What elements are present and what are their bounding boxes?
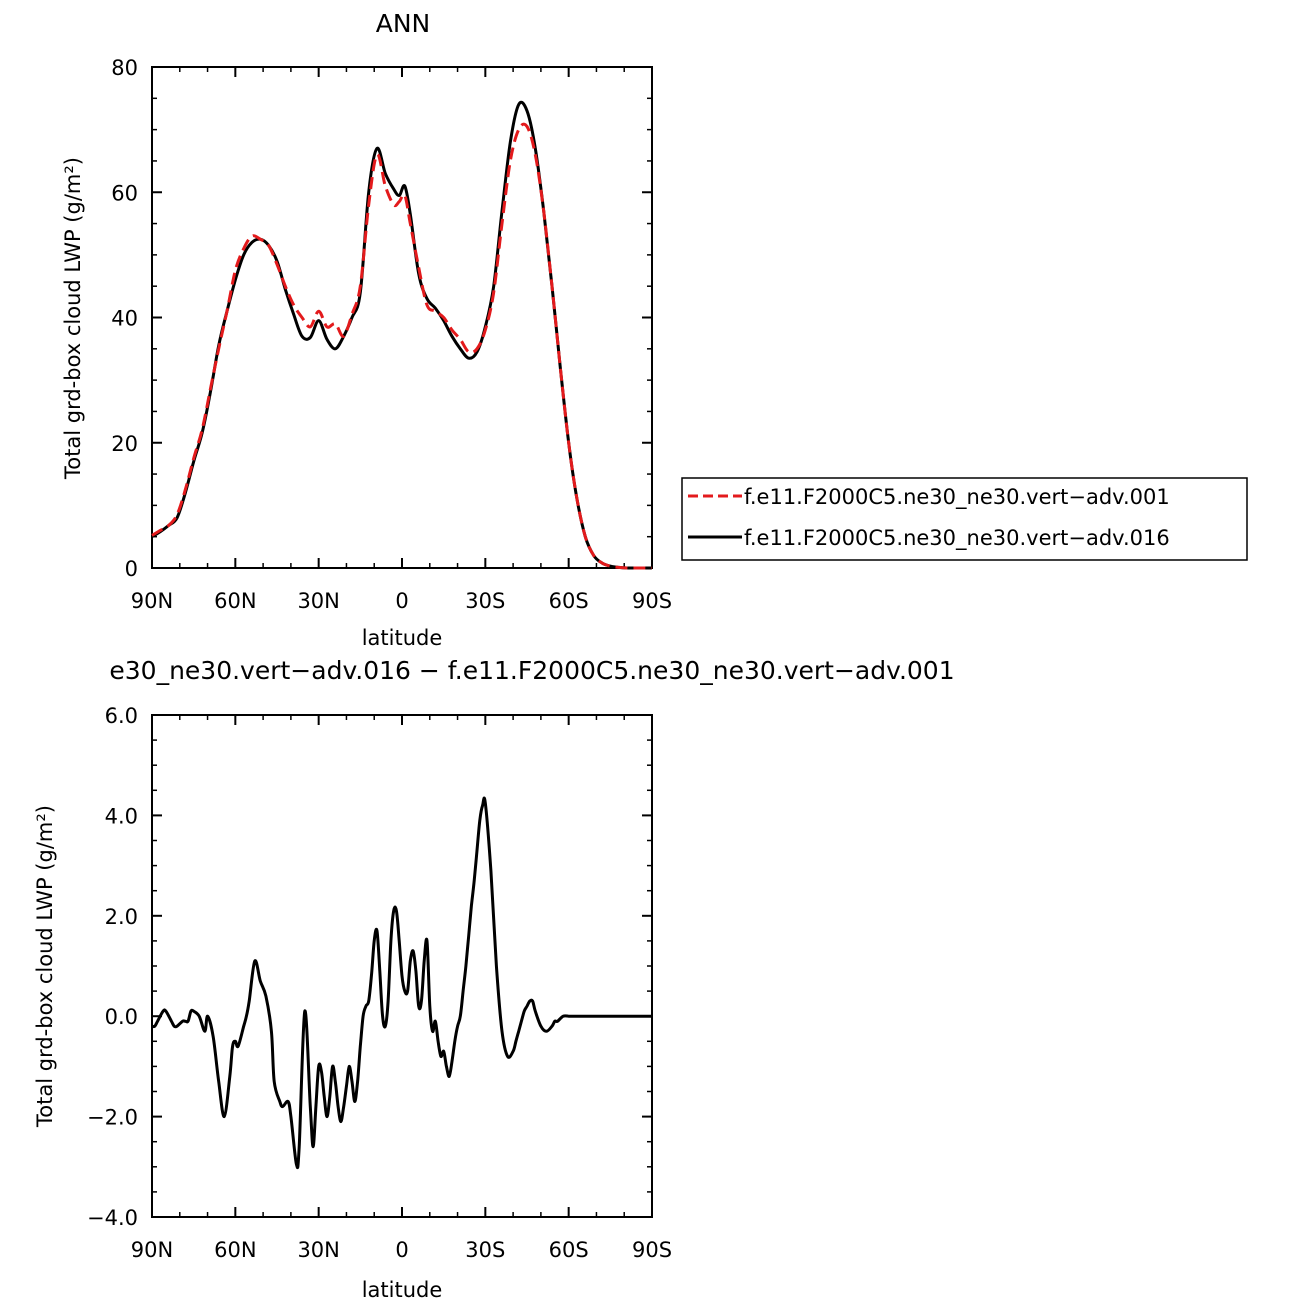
series-line-0	[151, 122, 652, 570]
x-tick-label: 30N	[297, 589, 339, 613]
x-tick-label: 60N	[214, 1238, 256, 1262]
series-lines	[151, 100, 652, 570]
legend-label-001: f.e11.F2000C5.ne30_ne30.vert−adv.001	[744, 485, 1170, 510]
y-tick-label: 80	[111, 56, 138, 80]
chart-title: ANN	[376, 9, 431, 38]
legend: f.e11.F2000C5.ne30_ne30.vert−adv.001 f.e…	[681, 477, 1248, 561]
x-tick-label: 0	[395, 1238, 408, 1262]
x-tick-label: 60S	[549, 1238, 589, 1262]
x-tick-label: 90S	[632, 589, 672, 613]
y-tick-label: −4.0	[87, 1206, 138, 1230]
difference-panel: e30_ne30.vert−adv.016 − f.e11.F2000C5.ne…	[33, 656, 955, 1302]
y-axis-label: Total grd-box cloud LWP (g/m²)	[61, 157, 85, 480]
x-axis-label: latitude	[362, 626, 443, 650]
x-tick-label: 90S	[632, 1238, 672, 1262]
legend-box	[681, 477, 1248, 561]
y-axis: −4.0 −2.0 0.0 2.0 4.0 6.0	[87, 704, 652, 1230]
x-tick-label: 60N	[214, 589, 256, 613]
y-tick-label: −2.0	[87, 1106, 138, 1130]
x-axis: 90N 60N 30N 0 30S 60S 90S	[131, 715, 672, 1262]
x-tick-label: 30N	[297, 1238, 339, 1262]
x-tick-label: 90N	[131, 589, 173, 613]
y-tick-label: 60	[111, 181, 138, 205]
series-line-0	[151, 796, 652, 1170]
x-axis: 90N 60N 30N 0 30S 60S 90S	[131, 67, 672, 613]
mean-lwp-panel: ANN 0 20 40 60 80 90N 60N 30N 0 30S 60S 90S latitu…	[61, 9, 1248, 650]
x-tick-label: 90N	[131, 1238, 173, 1262]
y-tick-label: 2.0	[105, 905, 138, 929]
y-tick-label: 4.0	[105, 804, 138, 828]
series-lines	[151, 796, 652, 1170]
chart-title: e30_ne30.vert−adv.016 − f.e11.F2000C5.ne…	[109, 656, 954, 685]
x-tick-label: 0	[395, 589, 408, 613]
x-tick-label: 30S	[465, 589, 505, 613]
y-tick-label: 0.0	[105, 1005, 138, 1029]
y-tick-label: 6.0	[105, 704, 138, 728]
y-tick-label: 20	[111, 432, 138, 456]
y-axis-label: Total grd-box cloud LWP (g/m²)	[33, 805, 57, 1128]
y-axis: 0 20 40 60 80	[111, 56, 652, 581]
legend-label-016: f.e11.F2000C5.ne30_ne30.vert−adv.016	[744, 526, 1170, 551]
x-axis-label: latitude	[362, 1278, 443, 1302]
y-tick-label: 0	[125, 557, 138, 581]
y-tick-label: 40	[111, 307, 138, 331]
x-tick-label: 60S	[549, 589, 589, 613]
x-tick-label: 30S	[465, 1238, 505, 1262]
